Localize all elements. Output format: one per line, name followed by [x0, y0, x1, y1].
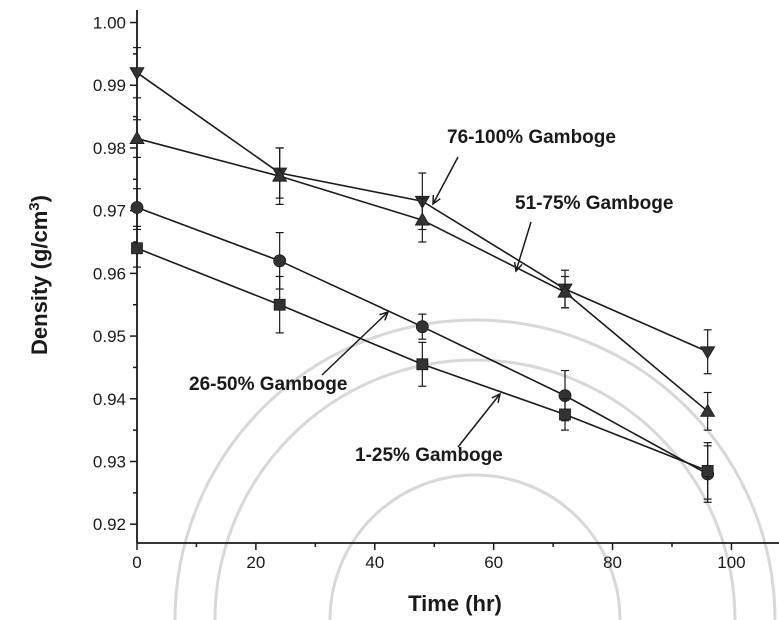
data-point [557, 284, 573, 298]
data-point [415, 320, 429, 334]
watermark-seal [173, 318, 777, 620]
data-point [699, 346, 716, 360]
annotation-arrow [432, 156, 459, 205]
data-point [559, 408, 571, 421]
y-axis-title: Density (g/cm3) [26, 195, 52, 355]
y-tick-label: 1.00 [93, 14, 126, 33]
y-tick-label: 0.98 [93, 139, 126, 158]
annotation-arrowhead [432, 194, 441, 206]
data-point [129, 130, 145, 144]
series-4 [131, 228, 714, 500]
series-3 [130, 188, 715, 503]
data-point [273, 298, 286, 311]
data-point [129, 67, 145, 81]
annotation-layer: 76-100% Gamboge 51-75% Gamboge 26-50% Gamb… [189, 127, 673, 466]
y-tick-label: 0.93 [93, 452, 126, 471]
x-tick-label: 20 [246, 553, 265, 572]
x-tick-label: 100 [717, 553, 745, 572]
annotation-label: 51-75% Gamboge [515, 193, 673, 214]
series-2 [129, 119, 716, 431]
data-point [131, 242, 143, 255]
series-layer [129, 47, 716, 503]
annotation-arrow [321, 311, 389, 376]
x-tick-label: 0 [132, 553, 141, 572]
y-tick-label: 0.95 [93, 327, 126, 346]
axes: 0.92 0.93 0.94 0.95 0.96 0.97 0.98 0.99 1.00 0 20 4… [93, 10, 779, 572]
annotation-arrow [515, 221, 532, 272]
data-point [130, 201, 144, 214]
annotation-arrowhead [491, 392, 502, 403]
annotation-arrow [457, 393, 501, 448]
y-tick-label: 0.92 [93, 515, 126, 534]
x-tick-label: 80 [603, 553, 622, 572]
data-point [701, 464, 714, 477]
data-point [699, 403, 716, 417]
data-point [416, 358, 429, 371]
data-point [273, 254, 287, 268]
x-axis-title: Time (hr) [408, 591, 502, 616]
annotation-label: 1-25% Gamboge [355, 445, 503, 466]
x-tick-label: 40 [365, 553, 384, 572]
annotation-label: 26-50% Gamboge [189, 374, 347, 395]
annotation-arrowhead [379, 310, 390, 321]
annotation-label: 76-100% Gamboge [447, 127, 616, 148]
annotation-arrowhead [513, 261, 523, 273]
y-tick-label: 0.96 [93, 264, 126, 283]
y-tick-label: 0.97 [93, 202, 126, 221]
x-tick-label: 60 [484, 553, 503, 572]
y-tick-label: 0.94 [93, 390, 126, 409]
y-tick-label: 0.99 [93, 76, 126, 95]
data-point [271, 168, 288, 182]
data-point [414, 212, 431, 226]
